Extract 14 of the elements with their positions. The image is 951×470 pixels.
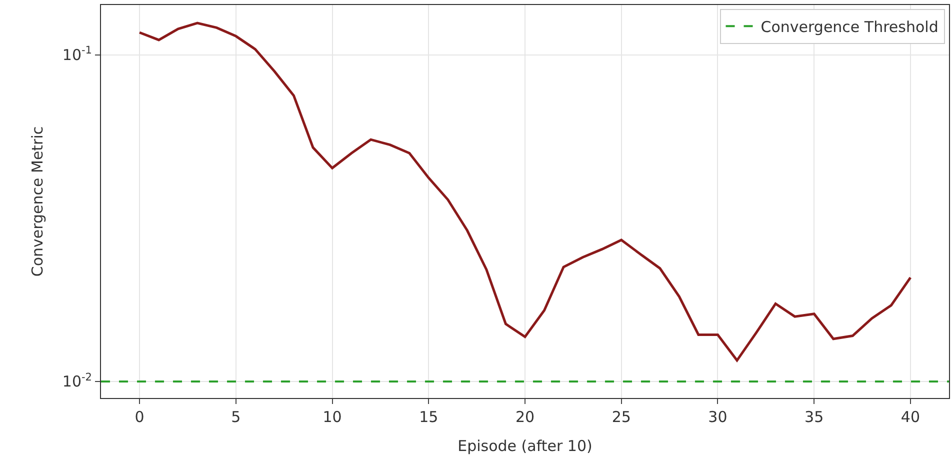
x-tick-label: 5 bbox=[231, 408, 241, 426]
x-tick-label: 15 bbox=[419, 408, 438, 426]
x-tick-label: 25 bbox=[612, 408, 631, 426]
x-tick-label: 0 bbox=[134, 408, 144, 426]
y-tick-label: 10$^{-2}$ bbox=[62, 371, 92, 391]
x-axis-title: Episode (after 10) bbox=[458, 437, 592, 455]
y-tick-label: 10$^{-1}$ bbox=[62, 44, 92, 64]
x-tick-label: 30 bbox=[708, 408, 728, 426]
y-axis-title: Convergence Metric bbox=[28, 126, 47, 277]
legend-label: Convergence Threshold bbox=[760, 18, 938, 36]
x-tick-label: 35 bbox=[804, 408, 824, 426]
x-tick-label: 20 bbox=[515, 408, 535, 426]
x-tick-label: 40 bbox=[900, 408, 920, 426]
x-tick-label: 10 bbox=[322, 408, 342, 426]
